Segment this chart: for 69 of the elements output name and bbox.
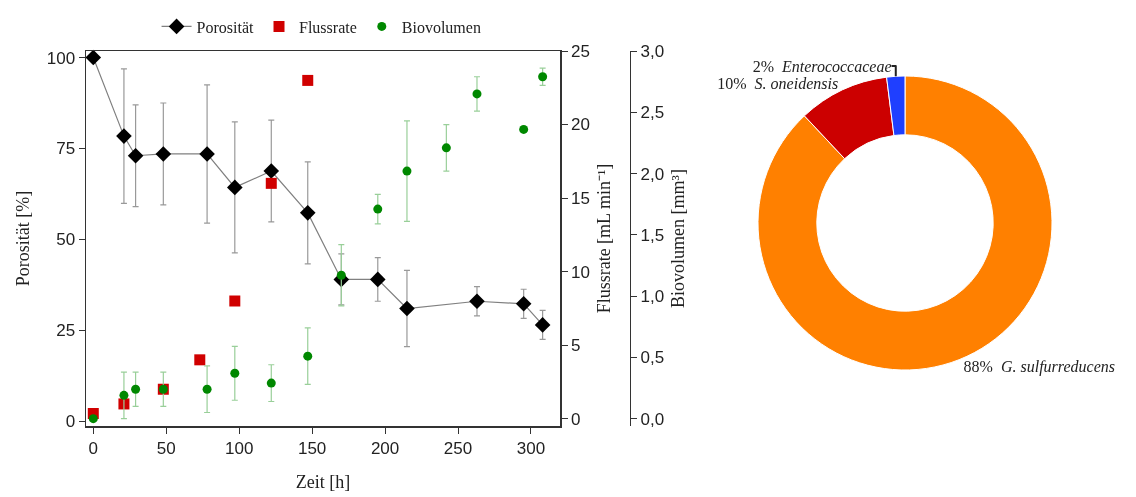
x-tick-label: 50	[156, 438, 176, 458]
point	[202, 384, 212, 394]
y3-tick-label: 1,5	[640, 225, 665, 245]
point	[369, 271, 386, 288]
point	[131, 384, 141, 394]
y-axis-title: Porosität [%]	[13, 190, 34, 287]
y-tick-label: 100	[46, 48, 76, 68]
point	[227, 179, 243, 196]
y-tick-label: 25	[56, 321, 76, 341]
point	[336, 270, 346, 280]
point	[534, 317, 551, 333]
slice-label: Enterococcaceae	[780, 57, 892, 75]
point	[302, 74, 314, 86]
y2-axis-title: Flussrate [mL min⁻¹]	[593, 163, 614, 314]
point	[127, 147, 144, 164]
point	[519, 124, 529, 134]
x-tick-label: 250	[443, 438, 473, 458]
point	[538, 72, 548, 82]
point	[88, 414, 98, 424]
point	[265, 177, 277, 189]
x-tick-label: 150	[297, 438, 327, 458]
slice-label: S. oneidensis	[754, 74, 839, 92]
x-tick-label: 300	[516, 438, 546, 458]
y2-tick-label: 20	[571, 115, 590, 135]
y3-axis-title: Biovolumen [mm³]	[667, 169, 688, 308]
point	[469, 293, 485, 310]
data-label: 2%	[752, 57, 774, 75]
point	[402, 166, 412, 176]
point	[399, 300, 415, 317]
point	[373, 204, 383, 214]
point	[266, 378, 276, 388]
y3-tick-label: 2,5	[640, 103, 665, 123]
point	[303, 351, 313, 361]
point	[515, 295, 532, 312]
y3-tick-label: 2,0	[640, 164, 665, 184]
point	[472, 89, 482, 99]
x-tick-label: 0	[88, 438, 99, 458]
point	[194, 354, 206, 366]
point	[155, 146, 172, 162]
x-tick-label: 100	[224, 438, 254, 458]
y3-tick-label: 0,5	[640, 348, 665, 368]
y3-tick-label: 0,0	[640, 409, 665, 429]
y2-tick-label: 10	[571, 262, 590, 282]
y-tick-label: 0	[65, 412, 76, 432]
point	[230, 368, 240, 378]
x-axis-title: Zeit [h]	[295, 471, 351, 492]
point	[263, 163, 280, 179]
point	[85, 49, 102, 66]
point	[299, 205, 316, 221]
y2-tick-label: 15	[571, 189, 590, 209]
slice-label: G. sulfurreducens	[1000, 358, 1115, 377]
y3-tick-label: 1,0	[640, 287, 665, 307]
legend-label: Biovolumen	[401, 18, 481, 36]
y2-tick-label: 25	[571, 41, 590, 61]
y2-tick-label: 5	[571, 336, 581, 356]
y2-tick-label: 0	[571, 409, 581, 429]
data-label: 10%	[717, 74, 747, 92]
point	[229, 295, 241, 307]
point	[119, 390, 129, 400]
data-label: 88%	[963, 358, 993, 376]
x-tick-label: 200	[370, 438, 400, 458]
point	[116, 128, 132, 144]
y3-tick-label: 3,0	[640, 41, 665, 61]
legend-label: Flussrate	[299, 18, 357, 36]
y-tick-label: 75	[56, 139, 76, 159]
point	[441, 143, 451, 153]
point	[199, 146, 215, 162]
y-tick-label: 50	[56, 230, 76, 250]
legend-label: Porosität	[196, 18, 255, 36]
